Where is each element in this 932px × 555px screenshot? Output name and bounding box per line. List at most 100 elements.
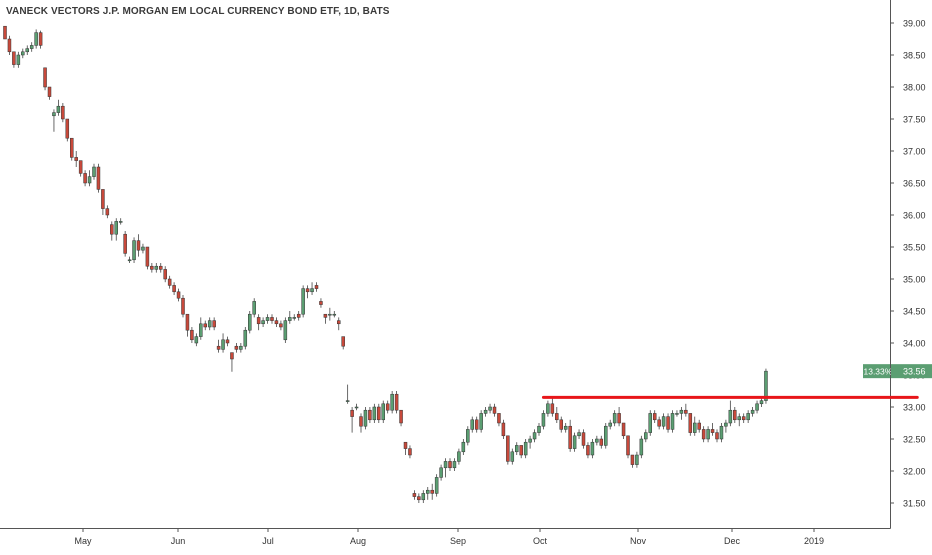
candle-body[interactable] [639, 438, 644, 456]
candle-body[interactable] [532, 432, 537, 440]
candle-body[interactable] [159, 265, 163, 270]
candle-body[interactable] [337, 320, 341, 325]
candle-body[interactable] [452, 461, 457, 469]
candle-body[interactable] [270, 317, 274, 321]
candle-body[interactable] [363, 409, 368, 427]
candle-body[interactable] [635, 454, 639, 465]
candle-body[interactable] [61, 105, 65, 120]
candle-body[interactable] [719, 425, 724, 440]
candle-body[interactable] [167, 278, 172, 286]
candle-body[interactable] [595, 438, 599, 443]
candle-body[interactable] [176, 291, 181, 299]
candle-body[interactable] [741, 416, 746, 421]
candle-body[interactable] [737, 416, 741, 421]
candle-body[interactable] [546, 403, 550, 414]
candle-body[interactable] [728, 409, 733, 424]
candle-body[interactable] [617, 413, 621, 424]
candle-body[interactable] [506, 435, 510, 462]
candle-body[interactable] [181, 297, 185, 315]
candle-body[interactable] [670, 413, 675, 430]
candle-body[interactable] [248, 313, 252, 331]
candle-body[interactable] [492, 406, 497, 414]
candle-body[interactable] [577, 432, 581, 437]
candle-body[interactable] [221, 339, 225, 350]
candle-body[interactable] [581, 432, 586, 446]
candle-body[interactable] [479, 413, 483, 430]
candle-body[interactable] [368, 409, 372, 421]
candle-body[interactable] [390, 393, 394, 411]
candle-body[interactable] [528, 438, 532, 443]
candle-body[interactable] [715, 432, 719, 440]
candle-body[interactable] [733, 409, 737, 421]
candle-body[interactable] [497, 413, 501, 424]
candle-body[interactable] [132, 240, 136, 261]
candle-body[interactable] [127, 259, 132, 262]
candle-body[interactable] [7, 38, 12, 53]
candle-body[interactable] [292, 317, 296, 319]
candle-body[interactable] [154, 265, 159, 270]
candle-body[interactable] [203, 323, 207, 328]
candle-body[interactable] [372, 406, 377, 421]
candle-body[interactable] [474, 419, 479, 430]
candle-body[interactable] [604, 425, 608, 446]
candle-body[interactable] [92, 166, 96, 177]
candle-body[interactable] [101, 189, 105, 209]
candle-body[interactable] [697, 422, 701, 430]
candle-body[interactable] [212, 320, 216, 328]
candle-body[interactable] [675, 413, 679, 415]
candle-body[interactable] [608, 422, 612, 427]
candle-body[interactable] [65, 118, 70, 139]
candle-body[interactable] [710, 429, 715, 433]
candle-body[interactable] [408, 448, 412, 456]
candle-body[interactable] [310, 288, 314, 293]
candle-body[interactable] [510, 451, 515, 462]
candle-body[interactable] [239, 345, 243, 350]
candle-body[interactable] [563, 425, 568, 430]
candle-body[interactable] [163, 269, 167, 280]
candle-body[interactable] [25, 48, 29, 53]
candle-body[interactable] [724, 422, 728, 427]
candle-body[interactable] [141, 246, 145, 251]
candle-body[interactable] [283, 320, 288, 341]
candle-body[interactable] [612, 413, 617, 424]
candle-body[interactable] [684, 409, 688, 414]
candle-body[interactable] [305, 288, 310, 293]
candle-body[interactable] [461, 441, 466, 453]
candle-body[interactable] [439, 467, 443, 478]
candle-body[interactable] [621, 422, 626, 437]
candle-body[interactable] [345, 400, 350, 402]
candle-body[interactable] [194, 336, 199, 344]
candle-body[interactable] [381, 403, 385, 421]
candle-body[interactable] [199, 323, 203, 337]
candle-body[interactable] [666, 416, 670, 430]
candle-body[interactable] [123, 233, 127, 254]
candle-body[interactable] [679, 409, 684, 414]
candle-body[interactable] [550, 403, 555, 414]
candle-body[interactable] [537, 425, 541, 433]
candle-body[interactable] [377, 406, 381, 421]
candle-body[interactable] [434, 477, 439, 494]
candle-body[interactable] [150, 265, 154, 270]
candle-body[interactable] [403, 441, 408, 449]
candle-body[interactable] [559, 419, 563, 430]
candle-body[interactable] [319, 301, 323, 305]
candle-body[interactable] [443, 461, 448, 469]
candle-body[interactable] [488, 406, 492, 411]
candle-body[interactable] [279, 323, 283, 328]
candle-body[interactable] [426, 489, 430, 494]
candle-body[interactable] [78, 160, 83, 174]
candle-body[interactable] [328, 313, 332, 316]
candle-body[interactable] [483, 409, 488, 414]
candle-body[interactable] [746, 413, 750, 421]
candle-body[interactable] [515, 445, 519, 453]
candle-body[interactable] [630, 454, 635, 465]
candle-body[interactable] [417, 496, 421, 501]
candle-body[interactable] [385, 403, 390, 411]
candle-body[interactable] [399, 409, 403, 424]
candle-body[interactable] [394, 393, 399, 411]
candle-body[interactable] [261, 320, 265, 325]
candle-body[interactable] [207, 320, 212, 328]
candle-body[interactable] [661, 416, 666, 427]
